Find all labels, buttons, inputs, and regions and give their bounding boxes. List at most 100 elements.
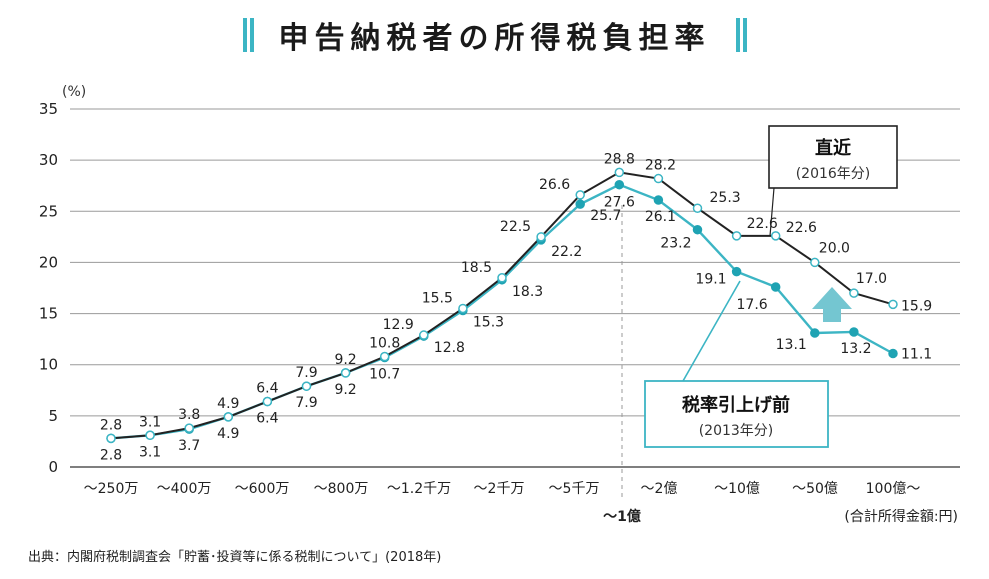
legend-sub-2016: (2016年分) xyxy=(796,166,871,182)
x-tick-label: ～600万 xyxy=(235,481,290,497)
data-point xyxy=(692,203,703,213)
y-tick-label: 35 xyxy=(39,100,58,118)
data-point xyxy=(497,273,507,283)
y-unit-label: (%) xyxy=(62,84,86,100)
data-label-2013: 3.7 xyxy=(178,438,200,454)
data-point xyxy=(770,231,781,241)
legend-box-2016 xyxy=(768,125,898,189)
x-tick-label: ～2億 xyxy=(641,481,678,497)
title-bracket-left-icon xyxy=(242,18,257,52)
chart-title: 申告納税者の所得税負担率 xyxy=(278,21,711,56)
data-label-2013: 18.3 xyxy=(512,284,543,300)
data-point xyxy=(536,232,546,242)
data-label-2013: 7.9 xyxy=(295,395,317,411)
data-label-2013: 9.2 xyxy=(334,382,356,398)
x-tick-label: ～2千万 xyxy=(474,481,525,497)
data-label-2013: 19.1 xyxy=(695,272,726,288)
legend: 直近 (2016年分) 税率引上げ前 (2013年分) xyxy=(644,125,898,448)
data-label-2013: 17.6 xyxy=(737,297,768,313)
data-label-2016: 10.8 xyxy=(369,336,400,352)
data-point xyxy=(888,299,898,310)
data-label-2013: 4.9 xyxy=(217,426,239,442)
data-label-2013: 22.2 xyxy=(551,244,582,260)
title-bracket-right-icon xyxy=(733,18,747,52)
series-layer xyxy=(106,167,898,444)
data-point xyxy=(419,330,429,340)
data-label-2013: 15.3 xyxy=(473,315,504,331)
y-tick-label: 15 xyxy=(39,305,58,323)
x-tick-label: ～250万 xyxy=(84,481,139,497)
data-point xyxy=(849,327,859,337)
data-label-2013: 27.6 xyxy=(604,195,635,211)
data-point xyxy=(340,368,351,378)
data-label-2016: 18.5 xyxy=(461,260,492,276)
data-label-2013: 2.8 xyxy=(100,447,122,463)
data-point xyxy=(692,224,703,235)
x-tick-label: ～800万 xyxy=(314,481,369,497)
data-point xyxy=(810,257,820,268)
data-label-2016: 17.0 xyxy=(856,271,887,287)
data-label-2013: 12.8 xyxy=(434,340,465,356)
data-point xyxy=(731,231,742,241)
legend-pointer-2016 xyxy=(769,187,775,237)
data-point xyxy=(810,328,820,338)
up-arrow-icon xyxy=(812,287,852,322)
data-label-2013: 10.7 xyxy=(369,367,400,383)
data-label-2016: 22.5 xyxy=(500,219,531,235)
data-point xyxy=(731,266,742,277)
data-label-2016: 9.2 xyxy=(334,352,356,368)
data-point xyxy=(575,199,585,209)
data-point xyxy=(575,190,585,200)
x-tick-label: ～50億 xyxy=(792,481,838,497)
data-label-2016: 4.9 xyxy=(217,396,239,412)
x-tick-label: ～400万 xyxy=(157,481,212,497)
data-label-2016: 25.3 xyxy=(710,190,741,206)
data-point xyxy=(301,381,312,391)
y-tick-label: 5 xyxy=(48,407,58,425)
data-label-2016: 22.6 xyxy=(747,216,778,232)
legend-title-2013: 税率引上げ前 xyxy=(682,394,790,416)
data-label-2016: 28.2 xyxy=(645,158,676,174)
data-label-2016: 12.9 xyxy=(383,317,414,333)
data-point xyxy=(262,396,273,407)
data-label-2013: 23.2 xyxy=(660,236,691,252)
data-label-2016: 20.0 xyxy=(819,240,850,256)
data-label-2013: 13.1 xyxy=(776,337,807,353)
y-tick-label: 20 xyxy=(39,253,58,271)
source-note: 出典：内閣府税制調査会「貯蓄･投資等に係る税制について」(2018年) xyxy=(28,550,442,565)
x-unit-label: (合計所得金額:円) xyxy=(844,508,958,525)
data-point xyxy=(379,351,390,362)
data-label-2016: 28.8 xyxy=(604,151,635,167)
data-label-2016: 15.5 xyxy=(422,290,453,306)
data-label-2013: 11.1 xyxy=(901,346,932,362)
data-label-2013: 3.1 xyxy=(139,444,161,460)
data-point xyxy=(770,282,781,292)
data-label-2016: 15.9 xyxy=(901,298,932,314)
data-label-2016: 7.9 xyxy=(295,365,317,381)
data-point xyxy=(888,348,898,359)
data-point xyxy=(614,179,625,190)
x-tick-label: ～1.2千万 xyxy=(387,481,451,497)
data-point xyxy=(653,195,664,205)
y-tick-label: 30 xyxy=(39,151,58,169)
data-point xyxy=(223,412,234,422)
axes: 0 5 10 15 20 25 30 35(%) ～250万 ～400万 ～600万 ～800万 ～1.… xyxy=(39,84,958,525)
data-point xyxy=(184,423,194,433)
x-tick-label: 100億～ xyxy=(866,481,921,497)
legend-sub-2013: (2013年分) xyxy=(699,423,774,439)
data-label-2013: 6.4 xyxy=(256,411,278,427)
data-label-2016: 6.4 xyxy=(256,381,278,397)
legend-pointer-2013 xyxy=(682,280,741,382)
data-label-2013: 26.1 xyxy=(645,209,676,225)
x-tick-label: ～10億 xyxy=(714,481,760,497)
y-tick-label: 10 xyxy=(39,356,58,374)
data-label-2013: 13.2 xyxy=(840,341,871,357)
data-point xyxy=(145,430,155,441)
data-label-2016: 22.6 xyxy=(786,220,817,236)
data-point xyxy=(653,173,664,184)
legend-title-2016: 直近 xyxy=(815,137,851,159)
y-tick-label: 0 xyxy=(48,458,58,476)
data-label-2016: 3.1 xyxy=(139,414,161,430)
data-label-2016: 3.8 xyxy=(178,407,200,423)
